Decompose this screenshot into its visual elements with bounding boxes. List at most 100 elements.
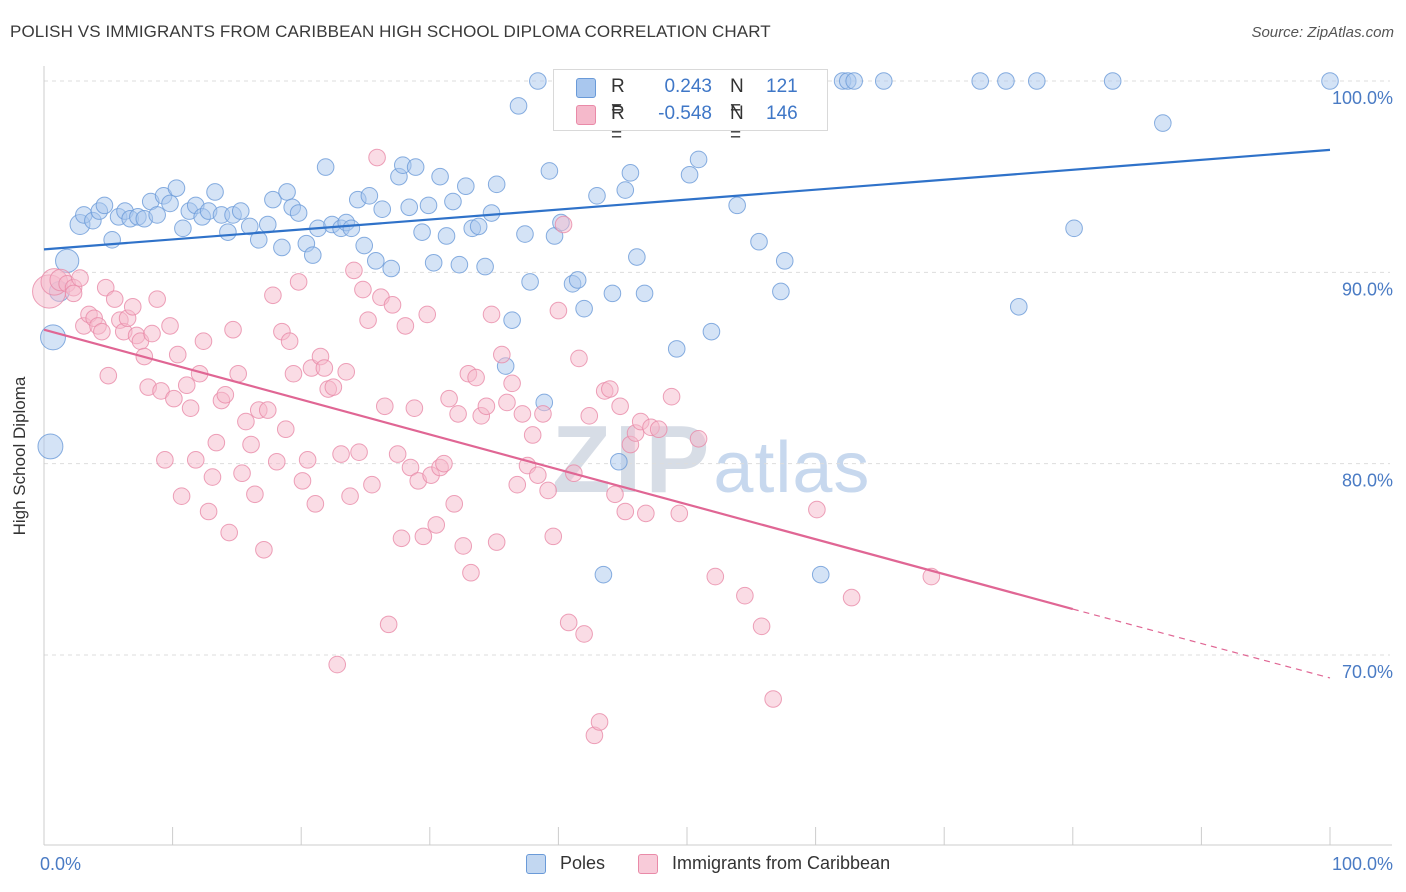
poles-point — [1321, 72, 1339, 90]
caribbean-point — [752, 617, 771, 636]
caribbean-point — [172, 487, 191, 505]
caribbean-point — [220, 523, 238, 542]
chart-title: POLISH VS IMMIGRANTS FROM CARIBBEAN HIGH… — [10, 22, 771, 41]
poles-point — [366, 252, 385, 270]
caribbean-point — [611, 397, 629, 416]
caribbean-point — [534, 405, 552, 423]
caribbean-point — [284, 364, 303, 383]
poles-point — [575, 299, 593, 318]
caribbean-point — [165, 389, 183, 408]
caribbean-point — [706, 567, 725, 586]
poles-point — [702, 322, 721, 341]
caribbean-point — [375, 397, 394, 416]
poles-point — [37, 433, 64, 460]
caribbean-point — [487, 533, 506, 551]
caribbean-point — [513, 405, 532, 423]
poles-swatch — [526, 854, 546, 874]
poles-point — [249, 231, 268, 249]
caribbean-point — [736, 586, 754, 605]
caribbean-point — [606, 485, 624, 504]
caribbean-point — [559, 613, 578, 632]
poles-point — [406, 158, 425, 176]
caribbean-point — [156, 451, 174, 469]
poles-point — [1154, 114, 1172, 132]
caribbean-point — [99, 366, 118, 385]
caribbean-point — [477, 397, 496, 416]
caribbean-point — [181, 399, 200, 417]
caribbean-point — [363, 475, 381, 494]
poles-point — [174, 219, 192, 238]
caribbean-point — [177, 376, 196, 395]
x-tick-label: 100.0% — [1332, 854, 1393, 874]
poles-point — [621, 164, 640, 182]
caribbean-point — [445, 495, 464, 513]
poles-point — [509, 97, 528, 115]
poles-point — [476, 257, 494, 276]
caribbean-point — [539, 481, 557, 500]
caribbean-point — [207, 433, 226, 452]
poles-point — [971, 72, 990, 90]
caribbean-point — [246, 485, 264, 504]
poles-point — [588, 187, 606, 205]
poles-point — [1009, 297, 1028, 316]
poles-point — [413, 223, 431, 241]
caribbean-point — [341, 487, 359, 505]
poles-point — [1027, 72, 1046, 90]
caribbean-point — [93, 322, 111, 341]
poles-point — [772, 282, 790, 301]
poles-point — [219, 223, 237, 241]
poles-point — [680, 165, 699, 184]
caribbean-point — [350, 443, 368, 461]
caribbean-point — [306, 495, 325, 513]
poles-point — [450, 255, 469, 274]
caribbean-point — [71, 269, 89, 287]
caribbean-point — [467, 368, 485, 387]
caribbean-point — [293, 472, 312, 490]
poles-point — [628, 248, 646, 266]
caribbean-point — [427, 516, 446, 534]
y-tick-label: 100.0% — [1332, 88, 1393, 108]
poles-point — [482, 204, 501, 222]
caribbean-point — [435, 454, 453, 473]
poles-point — [487, 175, 506, 194]
caribbean-point — [186, 451, 205, 469]
caribbean-point — [267, 452, 286, 471]
poles-point — [610, 452, 628, 471]
r-value: -0.548 — [658, 103, 712, 124]
caribbean-point — [152, 382, 170, 400]
poles-point — [316, 158, 335, 176]
caribbean-point — [462, 563, 480, 582]
poles-point — [516, 225, 534, 243]
caribbean-point — [508, 475, 527, 494]
y-tick-label: 80.0% — [1342, 471, 1393, 491]
caribbean-point — [616, 502, 635, 521]
poles-point — [303, 246, 322, 264]
caribbean-point — [637, 504, 655, 523]
caribbean-point — [418, 305, 437, 324]
poles-point — [437, 227, 456, 245]
caribbean-trend-extension — [1072, 608, 1331, 679]
n-value: 121 — [766, 76, 798, 97]
legend-label: Immigrants from Caribbean — [672, 853, 891, 873]
y-tick-label: 70.0% — [1342, 662, 1393, 682]
r-value: 0.243 — [664, 76, 712, 97]
caribbean-point — [392, 529, 411, 548]
poles-point — [373, 200, 392, 218]
poles-point — [431, 167, 449, 186]
poles-point — [469, 217, 488, 236]
caribbean-point — [379, 615, 398, 634]
caribbean-point — [544, 527, 563, 546]
r-label: R = — [611, 103, 625, 146]
caribbean-point — [670, 504, 689, 523]
caribbean-point — [289, 273, 308, 291]
poles-point — [635, 284, 654, 303]
caribbean-point — [199, 502, 218, 521]
poles-point — [355, 236, 374, 255]
caribbean-point — [354, 280, 372, 299]
poles-point — [206, 183, 224, 201]
poles-point — [258, 215, 277, 234]
y-axis-label: High School Diploma — [10, 376, 29, 536]
caribbean-point — [224, 320, 242, 339]
caribbean-point — [440, 389, 458, 408]
poles-point — [457, 177, 475, 196]
